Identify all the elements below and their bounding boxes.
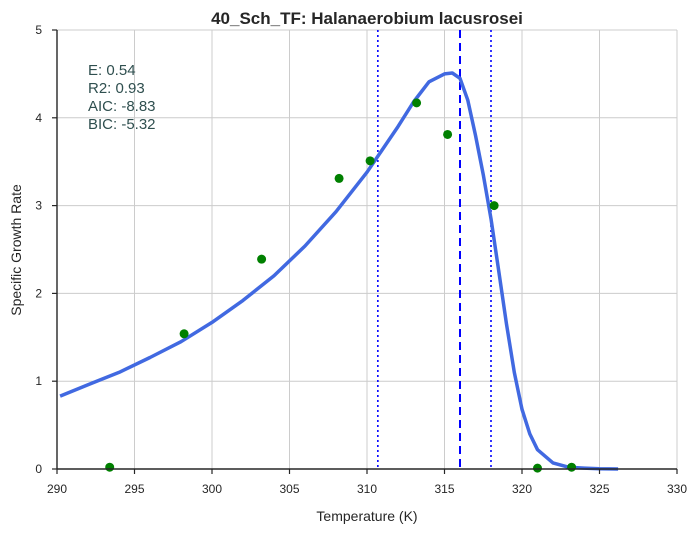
y-tick-label: 0 [35,462,42,476]
data-point [567,462,577,472]
fit-stat-line: AIC: -8.83 [88,98,156,115]
x-tick-label: 290 [47,482,67,496]
fitted-curve [59,71,619,471]
fit-stat-line: E: 0.54 [88,62,136,79]
x-tick-label: 315 [434,482,454,496]
grid [56,29,678,470]
x-axis-label: Temperature (K) [316,508,417,524]
y-tick-label: 2 [35,286,42,300]
y-tick-label: 4 [35,111,42,125]
x-tick-label: 295 [124,482,144,496]
x-tick-label: 330 [667,482,687,496]
data-point [179,329,189,339]
data-point [412,98,422,108]
x-tick-label: 325 [589,482,609,496]
y-tick-label: 3 [35,199,42,213]
data-point [334,173,344,183]
y-axis-label: Specific Growth Rate [8,184,24,316]
x-tick-label: 320 [512,482,532,496]
x-tick-label: 300 [202,482,222,496]
y-tick-label: 1 [35,374,42,388]
fit-stat-line: BIC: -5.32 [88,116,156,133]
data-point [533,463,542,473]
plot-marks [59,30,619,473]
fit-stat-line: R2: 0.93 [88,80,145,97]
data-point [489,201,499,211]
data-point [365,156,375,166]
axes: 290 295 300 305 310 315 320 325 330 0 1 2 3 4 5 [35,23,687,496]
data-point [257,254,267,264]
data-point [443,129,453,139]
y-tick-label: 5 [35,23,42,37]
data-point [105,462,115,472]
x-tick-label: 305 [279,482,299,496]
chart-title: 40_Sch_TF: Halanaerobium lacusrosei [211,9,523,28]
x-tick-label: 310 [357,482,377,496]
